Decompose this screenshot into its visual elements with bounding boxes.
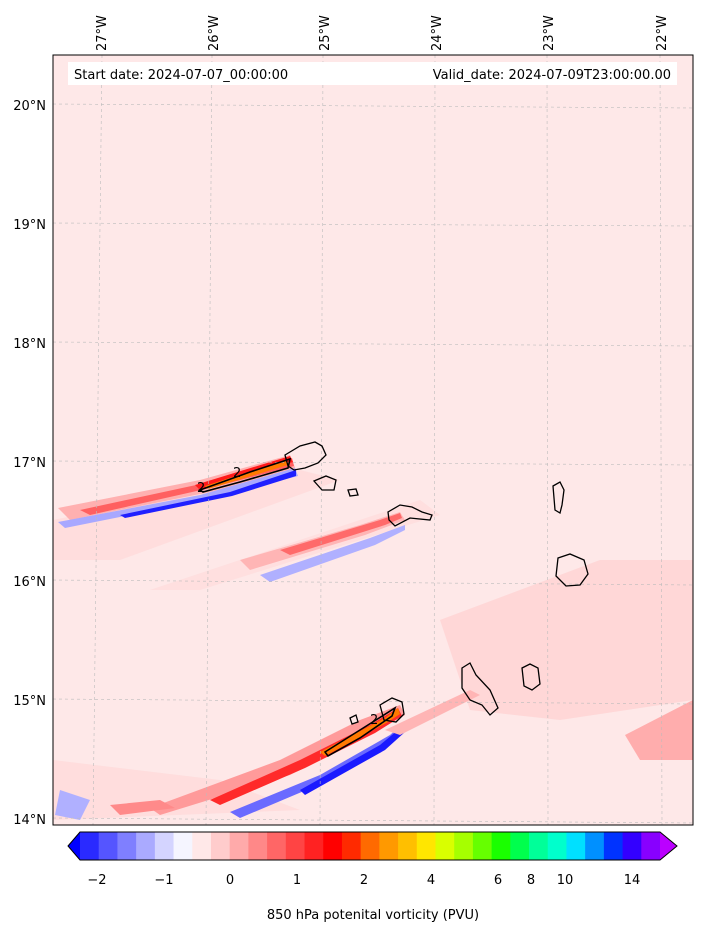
lat-label: 16°N bbox=[13, 575, 46, 590]
colorbar-tick-label: 2 bbox=[360, 873, 368, 888]
colorbar-segment bbox=[435, 832, 455, 860]
colorbar-outline bbox=[67, 831, 678, 861]
colorbar-title: 850 hPa potenital vorticity (PVU) bbox=[267, 908, 479, 923]
colorbar-segment bbox=[304, 832, 324, 860]
island-brava bbox=[349, 714, 359, 725]
colorbar-segment bbox=[622, 832, 642, 860]
colorbar-segment bbox=[416, 832, 436, 860]
coastlines bbox=[198, 441, 589, 758]
colorbar-segment bbox=[566, 832, 586, 860]
lon-label: 25°W bbox=[318, 15, 333, 51]
colorbar-extend-high bbox=[660, 832, 677, 860]
colorbar-tick-label: 6 bbox=[494, 873, 502, 888]
island-santiago bbox=[461, 662, 499, 716]
map-frame bbox=[52, 54, 694, 826]
colorbar-segment bbox=[248, 832, 268, 860]
colorbar-tick-label: 1 bbox=[293, 873, 301, 888]
colorbar-segment bbox=[379, 832, 399, 860]
colorbar-segment bbox=[192, 832, 212, 860]
colorbar bbox=[67, 831, 678, 861]
colorbar-segment bbox=[285, 832, 306, 860]
colorbar-segment bbox=[641, 832, 661, 860]
colorbar-segment bbox=[341, 832, 362, 860]
lat-label: 17°N bbox=[13, 456, 46, 471]
colorbar-segment bbox=[603, 832, 624, 860]
colorbar-segment bbox=[529, 832, 549, 860]
colorbar-tick-label: 4 bbox=[427, 873, 435, 888]
colorbar-segment bbox=[454, 832, 474, 860]
island-santo-antao bbox=[284, 441, 327, 471]
colorbar-segment bbox=[510, 832, 530, 860]
colorbar-tick-label: 10 bbox=[557, 873, 574, 888]
colorbar-segment bbox=[117, 832, 137, 860]
colorbar-tick-label: 8 bbox=[527, 873, 535, 888]
island-maio bbox=[521, 663, 541, 691]
contour-label: 2 bbox=[233, 466, 241, 481]
colorbar-extend-low bbox=[68, 832, 80, 860]
colorbar-segment bbox=[80, 832, 100, 860]
colorbar-segment bbox=[547, 832, 567, 860]
colorbar-segment bbox=[154, 832, 175, 860]
colorbar-ticks: −2 −1 0 1 2 4 6 8 10 14 bbox=[87, 873, 640, 888]
lon-label: 23°W bbox=[542, 15, 557, 51]
colorbar-segment bbox=[398, 832, 418, 860]
lon-label: 22°W bbox=[655, 15, 670, 51]
pv-field bbox=[53, 455, 693, 820]
island-boa-vista bbox=[555, 553, 589, 587]
island-sal bbox=[552, 481, 565, 515]
contour-label: 2 bbox=[370, 713, 378, 728]
longitude-labels: 27°W 26°W 25°W 24°W 23°W 22°W bbox=[95, 15, 670, 51]
colorbar-segment bbox=[360, 832, 380, 860]
colorbar-segment bbox=[173, 832, 193, 860]
colorbar-segment bbox=[323, 832, 343, 860]
colorbar-segment bbox=[136, 832, 156, 860]
lat-label: 14°N bbox=[13, 813, 46, 828]
colorbar-segment bbox=[491, 832, 511, 860]
lat-label: 20°N bbox=[13, 99, 46, 114]
colorbar-segment bbox=[585, 832, 605, 860]
colorbar-tick-label: 0 bbox=[226, 873, 234, 888]
colorbar-segment bbox=[229, 832, 249, 860]
colorbar-segment bbox=[98, 832, 118, 860]
lon-label: 26°W bbox=[207, 15, 222, 51]
lat-label: 19°N bbox=[13, 218, 46, 233]
colorbar-tick-label: −2 bbox=[87, 873, 106, 888]
island-fogo bbox=[379, 697, 405, 723]
graticule bbox=[53, 55, 693, 825]
date-header-box bbox=[68, 62, 677, 85]
island-sao-vicente bbox=[312, 475, 337, 491]
island-sao-nicolau bbox=[387, 504, 433, 527]
colorbar-segment bbox=[210, 832, 231, 860]
colorbar-tick-label: 14 bbox=[624, 873, 641, 888]
lon-label: 27°W bbox=[95, 15, 110, 51]
contour-label: 2 bbox=[197, 481, 205, 496]
start-date: Start date: 2024-07-07_00:00:00 bbox=[74, 68, 288, 83]
lat-label: 18°N bbox=[13, 337, 46, 352]
latitude-labels: 20°N 19°N 18°N 17°N 16°N 15°N 14°N bbox=[13, 99, 46, 828]
colorbar-tick-label: −1 bbox=[154, 873, 173, 888]
island-santa-luzia bbox=[347, 488, 359, 497]
lon-label: 24°W bbox=[430, 15, 445, 51]
colorbar-segment bbox=[267, 832, 287, 860]
valid-date: Valid_date: 2024-07-09T23:00:00.00 bbox=[433, 68, 671, 83]
colorbar-segment bbox=[472, 832, 493, 860]
lat-label: 15°N bbox=[13, 694, 46, 709]
